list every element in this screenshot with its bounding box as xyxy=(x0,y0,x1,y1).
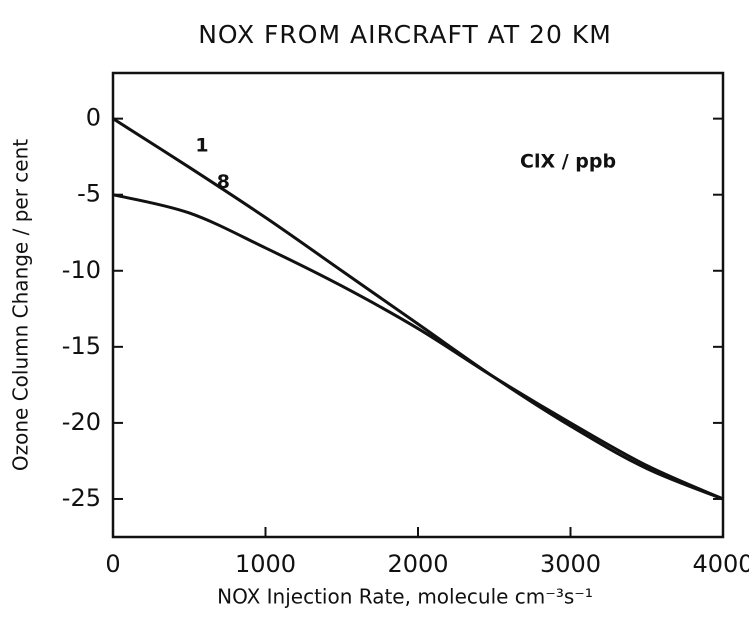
y-tick-label: -15 xyxy=(62,332,101,360)
x-tick-label: 4000 xyxy=(692,550,749,578)
y-tick-label: -20 xyxy=(62,408,101,436)
x-tick-label: 3000 xyxy=(540,550,601,578)
chart-title: NOX FROM AIRCRAFT AT 20 KM xyxy=(198,20,612,49)
y-tick-label: 0 xyxy=(86,104,101,132)
x-axis-label: NOX Injection Rate, molecule cm⁻³s⁻¹ xyxy=(217,585,593,609)
series-label: 8 xyxy=(217,171,230,193)
line xyxy=(112,193,724,501)
series-label: 1 xyxy=(195,135,208,157)
y-axis-label: Ozone Column Change / per cent xyxy=(9,139,33,471)
x-tick-label: 2000 xyxy=(387,550,448,578)
y-tick-label: -10 xyxy=(62,256,101,284)
x-tick-label: 1000 xyxy=(235,550,296,578)
y-tick-label: -5 xyxy=(77,180,101,208)
annotation: ClX / ppb xyxy=(520,151,616,173)
y-tick-label: -25 xyxy=(62,484,101,512)
x-tick-label: 0 xyxy=(105,550,120,578)
line xyxy=(112,117,724,501)
